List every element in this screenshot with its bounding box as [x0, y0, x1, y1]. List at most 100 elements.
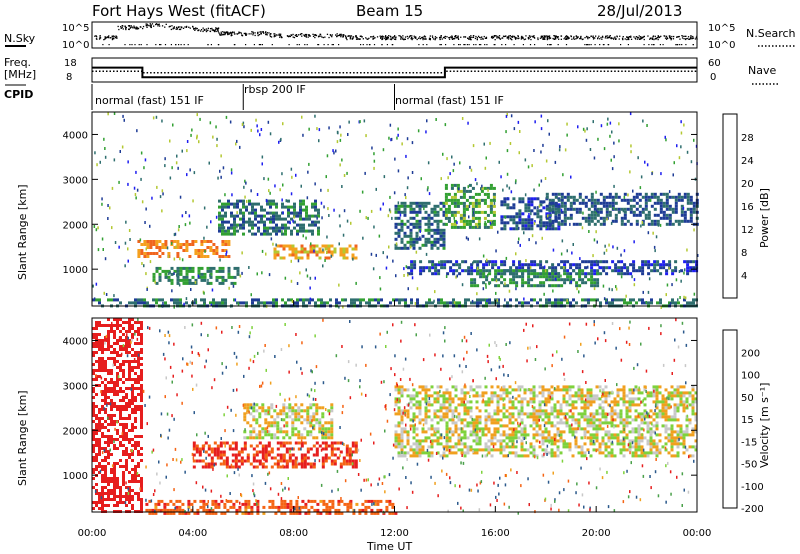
- velocity-cell: [122, 405, 125, 408]
- nsky-dot: [429, 39, 431, 41]
- nsearch-dot: [318, 44, 320, 46]
- power-cell: [220, 154, 222, 158]
- power-cell: [431, 266, 435, 270]
- velocity-cell: [110, 357, 113, 360]
- power-cell: [689, 260, 693, 264]
- velocity-cell: [318, 424, 322, 428]
- velocity-cell: [330, 424, 334, 428]
- velocity-cell: [255, 433, 259, 437]
- power-cell: [536, 224, 540, 228]
- power-cell: [317, 298, 320, 302]
- nsky-dot: [211, 29, 213, 31]
- power-cell: [527, 227, 531, 231]
- velocity-cell: [297, 415, 301, 419]
- velocity-cell: [98, 333, 101, 336]
- nsky-dot: [414, 36, 416, 39]
- power-cell: [344, 298, 347, 302]
- velocity-cell: [122, 495, 125, 498]
- nsky-dot: [663, 35, 665, 37]
- power-cell: [272, 212, 275, 216]
- power-cell: [399, 213, 402, 217]
- power-cell: [680, 210, 684, 214]
- power-cell: [599, 201, 603, 205]
- power-cell: [244, 179, 246, 183]
- velocity-cell: [116, 381, 119, 384]
- power-cell: [302, 223, 305, 227]
- nsky-dot: [696, 38, 698, 40]
- power-cell: [542, 224, 546, 228]
- power-cell: [554, 201, 558, 205]
- velocity-cell: [140, 411, 143, 414]
- power-cell: [400, 204, 404, 208]
- velocity-cell: [131, 390, 134, 393]
- power-cell: [169, 270, 171, 274]
- nsky-dot: [602, 36, 604, 38]
- velocity-cell: [122, 465, 125, 468]
- power-cell: [657, 223, 660, 227]
- power-cell: [243, 185, 245, 189]
- power-cell: [186, 140, 189, 143]
- nsky-dot: [385, 38, 388, 40]
- power-cell: [395, 242, 398, 246]
- velocity-cell: [276, 412, 280, 416]
- power-cell: [623, 213, 627, 217]
- power-cell: [674, 195, 678, 199]
- nsky-dot: [110, 37, 112, 39]
- power-cell: [350, 298, 353, 302]
- power-cell: [587, 219, 591, 223]
- power-cell: [491, 266, 495, 270]
- power-cell: [560, 284, 564, 288]
- power-cell: [584, 129, 586, 133]
- power-cell: [596, 260, 600, 264]
- nsky-dot: [252, 32, 254, 34]
- power-cell: [317, 229, 320, 233]
- power-cell: [239, 226, 242, 230]
- nsky-dot: [622, 36, 624, 38]
- nsky-dot: [273, 36, 275, 38]
- power-cell: [465, 219, 469, 223]
- power-cell: [424, 216, 428, 220]
- power-cell: [642, 290, 644, 294]
- velocity-cell: [137, 405, 140, 408]
- power-cell: [659, 210, 663, 214]
- nsky-dot: [605, 35, 607, 38]
- power-cell: [644, 204, 648, 208]
- nsky-dot: [99, 35, 101, 37]
- power-cell: [98, 298, 101, 302]
- power-cell: [166, 246, 169, 250]
- power-cell: [560, 274, 562, 278]
- power-cell: [629, 112, 632, 116]
- power-cell: [242, 211, 245, 215]
- power-cell: [185, 275, 189, 279]
- nsky-dot: [563, 38, 565, 40]
- power-cell: [548, 213, 552, 217]
- nsky-dot: [669, 35, 671, 37]
- power-cell: [509, 278, 513, 282]
- velocity-cell: [98, 438, 101, 441]
- power-cell: [479, 301, 482, 305]
- velocity-cell: [288, 403, 292, 407]
- nsky-dot: [336, 35, 338, 37]
- power-cell: [308, 298, 311, 302]
- velocity-cell: [134, 360, 137, 363]
- velocity-cell: [113, 318, 116, 321]
- power-cell: [665, 201, 669, 205]
- power-cell: [512, 218, 516, 222]
- power-cell: [644, 216, 648, 220]
- velocity-cell: [412, 388, 416, 392]
- power-cell: [514, 181, 517, 185]
- nsky-dot: [280, 33, 282, 35]
- nsky-dot: [440, 35, 442, 37]
- power-cell: [444, 207, 448, 211]
- power-cell: [664, 135, 666, 139]
- velocity-cell: [279, 444, 283, 448]
- power-cell: [635, 201, 639, 205]
- power-cell: [641, 210, 645, 214]
- power-cell: [111, 186, 114, 190]
- velocity-cell: [421, 451, 425, 455]
- power-cell: [224, 243, 228, 246]
- power-cell: [216, 144, 218, 148]
- nave-tick-top: 60: [708, 58, 721, 69]
- power-cell: [593, 298, 596, 302]
- velocity-cell: [264, 444, 268, 448]
